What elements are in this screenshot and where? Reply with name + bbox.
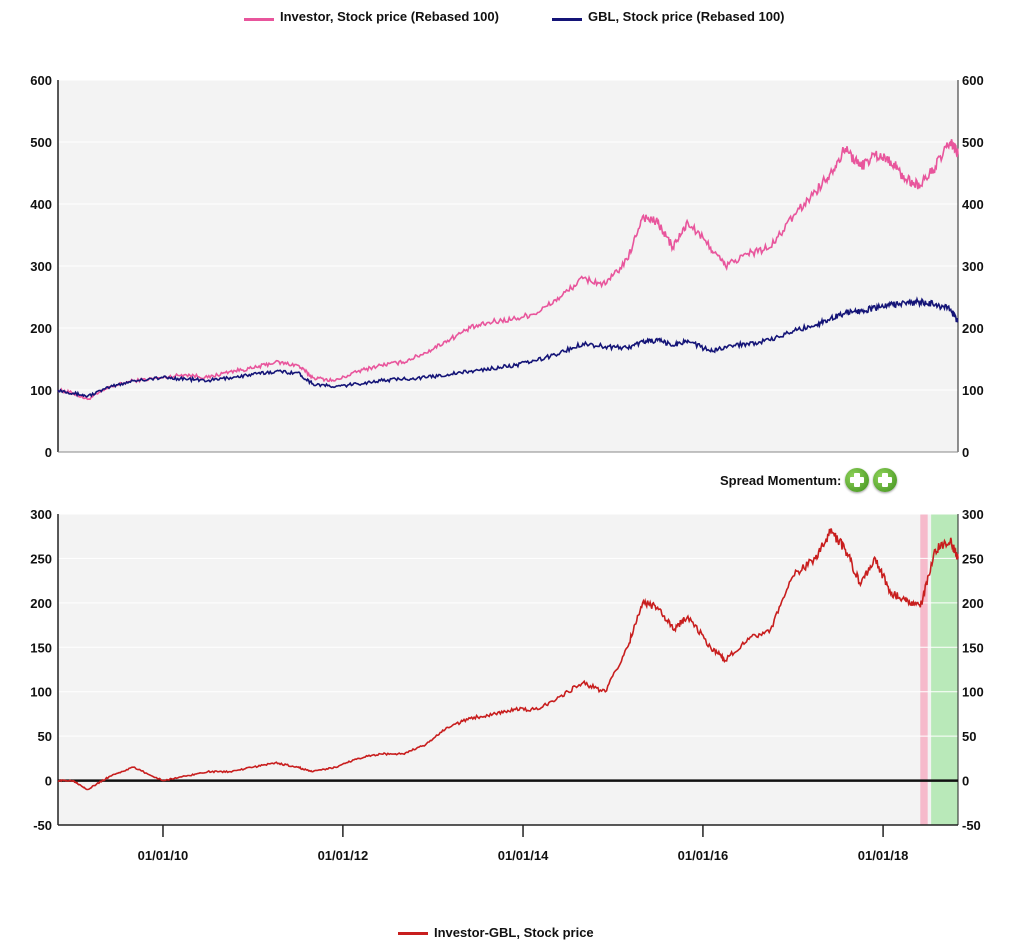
x-tick-label: 01/01/16 (678, 848, 729, 863)
y-tick-label: 300 (30, 507, 52, 522)
y2-tick-label: 300 (962, 259, 984, 274)
y-tick-label: 150 (30, 640, 52, 655)
shaded-region-pink (920, 514, 928, 825)
y2-tick-label: 0 (962, 774, 969, 789)
y-tick-label: 100 (30, 685, 52, 700)
y2-tick-label: 200 (962, 596, 984, 611)
y-tick-label: -50 (33, 818, 52, 833)
legend-item-gbl[interactable]: GBL, Stock price (Rebased 100) (552, 10, 852, 24)
x-tick-label: 01/01/10 (138, 848, 189, 863)
y2-tick-label: 100 (962, 383, 984, 398)
legend-label-investor: Investor, Stock price (Rebased 100) (280, 9, 499, 24)
series-line-spread (57, 528, 959, 791)
series-line-investor (57, 139, 959, 401)
y-tick-label: 400 (30, 197, 52, 212)
legend-swatch-gbl (552, 18, 582, 21)
legend-swatch-investor (244, 18, 274, 21)
y2-tick-label: 150 (962, 640, 984, 655)
y-tick-label: 50 (38, 729, 52, 744)
y-tick-label: 0 (45, 445, 52, 460)
series-line-gbl (57, 296, 959, 399)
spread-momentum: Spread Momentum: (720, 468, 898, 492)
y2-tick-label: 200 (962, 321, 984, 336)
y2-tick-label: 600 (962, 73, 984, 88)
spread-momentum-label: Spread Momentum: (720, 472, 842, 488)
legend-item-spread[interactable]: Investor-GBL, Stock price (398, 924, 594, 942)
legend-swatch-spread (398, 932, 428, 935)
y2-tick-label: 100 (962, 685, 984, 700)
plus-circle-icon[interactable] (873, 468, 898, 492)
plus-circle-icon[interactable] (845, 468, 870, 492)
shaded-region-green (931, 514, 958, 825)
y2-tick-label: 0 (962, 445, 969, 460)
legend-item-investor[interactable]: Investor, Stock price (Rebased 100) (244, 10, 554, 24)
y-tick-label: 600 (30, 73, 52, 88)
y-tick-label: 200 (30, 321, 52, 336)
x-tick-label: 01/01/12 (318, 848, 369, 863)
y2-tick-label: 400 (962, 197, 984, 212)
y-tick-label: 200 (30, 596, 52, 611)
y-tick-label: 250 (30, 551, 52, 566)
legend-label-spread: Investor-GBL, Stock price (434, 925, 594, 940)
x-tick-label: 01/01/14 (498, 848, 549, 863)
x-tick-label: 01/01/18 (858, 848, 909, 863)
y2-tick-label: 500 (962, 135, 984, 150)
plot-area-1 (58, 514, 958, 825)
legend-label-gbl: GBL, Stock price (Rebased 100) (588, 9, 785, 24)
y2-tick-label: 250 (962, 551, 984, 566)
y2-tick-label: 300 (962, 507, 984, 522)
y-tick-label: 300 (30, 259, 52, 274)
y-tick-label: 100 (30, 383, 52, 398)
y2-tick-label: 50 (962, 729, 976, 744)
y2-tick-label: -50 (962, 818, 981, 833)
y-tick-label: 500 (30, 135, 52, 150)
y-tick-label: 0 (45, 774, 52, 789)
